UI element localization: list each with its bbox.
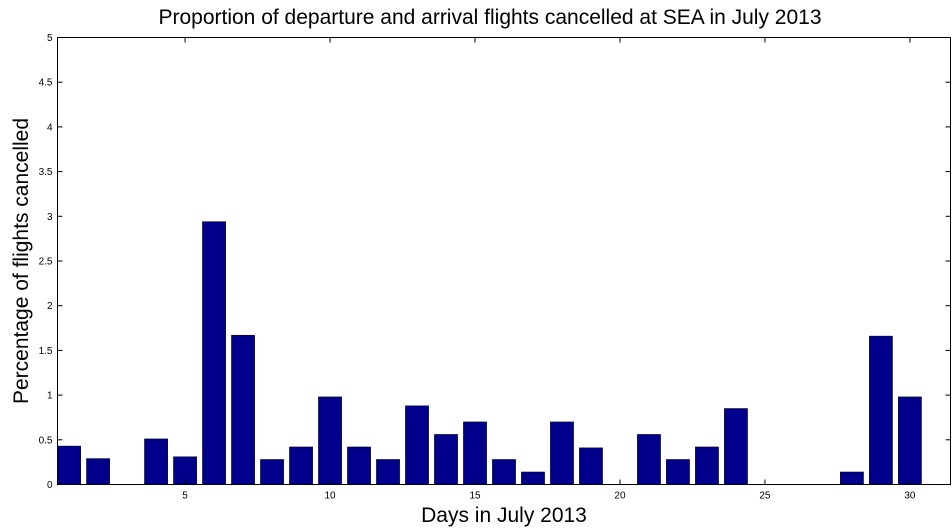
x-tick-label: 15 [469,491,481,502]
y-tick-label: 5 [47,33,53,44]
y-tick-label: 4.5 [39,78,53,89]
bars-group [57,221,922,485]
bar-day-22 [666,459,690,485]
x-tick-label: 5 [182,491,188,502]
chart-title: Proportion of departure and arrival flig… [158,6,821,29]
x-axis-label: Days in July 2013 [421,504,587,527]
bar-day-14 [434,434,458,485]
bar-day-30 [898,396,922,485]
x-tick-label: 10 [324,491,336,502]
bar-day-24 [724,408,748,485]
bar-day-16 [492,459,516,485]
bar-day-8 [260,459,284,485]
bar-day-4 [144,438,168,485]
y-tick-label: 2 [47,301,53,312]
bar-day-23 [695,446,719,485]
x-tick-label: 30 [904,491,916,502]
bar-day-2 [86,458,110,485]
y-tick-label: 3 [47,212,53,223]
bar-day-29 [869,335,893,485]
bar-day-6 [202,221,226,485]
bar-day-28 [840,471,864,485]
bar-day-21 [637,434,661,485]
bar-day-13 [405,405,429,485]
bar-day-1 [57,445,81,485]
y-tick-label: 0.5 [39,435,53,446]
bar-day-15 [463,421,487,485]
x-tick-label: 25 [759,491,771,502]
bar-day-10 [318,396,342,485]
bar-day-18 [550,421,574,485]
bar-day-11 [347,446,371,485]
y-axis-label: Percentage of flights cancelled [10,118,33,404]
y-tick-label: 0 [47,480,53,491]
y-tick-label: 4 [47,122,53,133]
y-tick-label: 2.5 [39,257,53,268]
bar-day-17 [521,471,545,485]
y-tick-label: 1.5 [39,346,53,357]
y-tick-label: 1 [47,391,53,402]
x-tick-label: 20 [614,491,626,502]
ticks-group: 5 10 15 20 25 30 0 0.5 1 1.5 2 2.5 3 3.5 4 4.5 5 [39,33,951,502]
y-tick-label: 3.5 [39,167,53,178]
plot-frame [57,37,951,485]
bar-day-12 [376,459,400,485]
bar-day-19 [579,447,603,485]
bar-day-7 [231,334,255,485]
bar-day-9 [289,446,313,485]
